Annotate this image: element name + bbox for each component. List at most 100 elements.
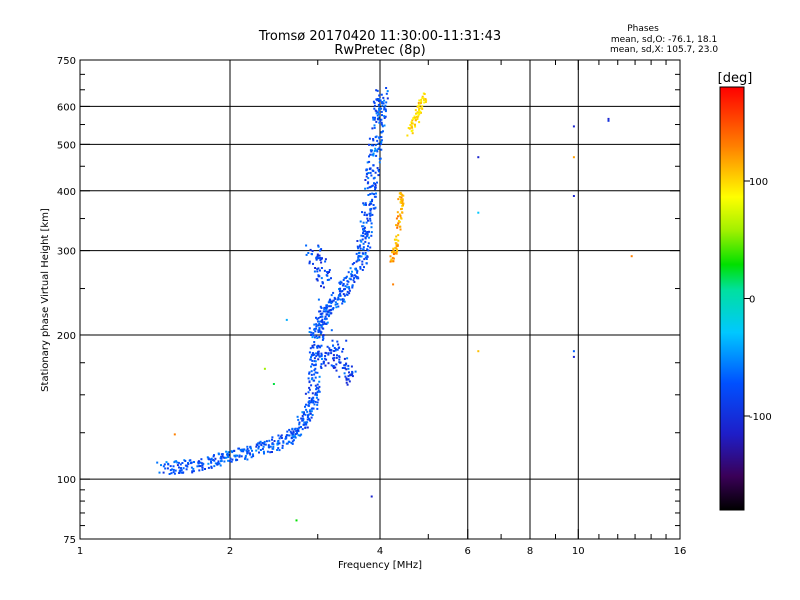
echo-point — [340, 290, 343, 293]
echo-point — [331, 339, 334, 342]
echo-point — [263, 440, 266, 443]
echo-point — [327, 362, 330, 365]
echo-point — [319, 316, 322, 318]
echo-point — [371, 149, 373, 152]
echo-point — [311, 397, 314, 400]
echo-point — [372, 139, 375, 142]
echo-point — [345, 368, 348, 371]
echo-point — [378, 121, 381, 124]
echo-point — [305, 422, 307, 425]
y-tick-label: 500 — [57, 140, 76, 151]
echo-point — [341, 350, 344, 353]
echo-point — [309, 248, 312, 251]
echo-point — [362, 252, 365, 255]
echo-point — [326, 272, 329, 275]
echo-point — [258, 451, 260, 454]
echo-point — [271, 438, 273, 441]
echo-point — [376, 99, 379, 102]
echo-point — [204, 468, 206, 470]
echo-point — [338, 355, 341, 358]
echo-point — [369, 212, 372, 215]
echo-point — [196, 465, 199, 468]
echo-point — [313, 343, 316, 346]
echo-point — [311, 359, 314, 362]
echo-point — [197, 462, 200, 465]
echo-point — [375, 120, 378, 123]
echo-point — [371, 198, 374, 201]
echo-point — [291, 442, 294, 445]
echo-point — [424, 101, 427, 103]
echo-point — [320, 285, 322, 288]
echo-point — [313, 373, 316, 376]
echo-point — [363, 226, 366, 229]
echo-point — [298, 423, 301, 426]
echo-point — [210, 461, 213, 464]
echo-point — [162, 465, 165, 468]
echo-point — [345, 377, 348, 380]
echo-point — [317, 298, 320, 301]
echo-point — [318, 375, 321, 378]
echo-point — [375, 112, 378, 115]
echo-point — [361, 238, 364, 241]
echo-point — [364, 236, 367, 239]
echo-point — [321, 315, 324, 318]
echo-point — [415, 112, 417, 115]
echo-point — [328, 309, 331, 312]
echo-point — [370, 495, 373, 498]
echo-point — [313, 270, 316, 273]
echo-point — [292, 430, 295, 433]
echo-point — [380, 131, 383, 134]
echo-point — [372, 152, 375, 155]
echo-point — [348, 292, 351, 295]
echo-point — [378, 146, 381, 149]
echo-point — [225, 450, 228, 453]
echo-point — [316, 268, 319, 271]
echo-point — [368, 186, 371, 189]
echo-point — [172, 471, 175, 474]
echo-point — [373, 182, 375, 185]
echo-point — [305, 244, 308, 247]
echo-point — [357, 277, 360, 280]
echo-point — [338, 375, 341, 378]
echo-point — [384, 115, 387, 118]
echo-point — [408, 127, 411, 130]
echo-point — [351, 270, 353, 273]
echo-point — [420, 98, 423, 101]
echo-point — [281, 444, 284, 447]
echo-point — [318, 390, 321, 393]
echo-point — [342, 300, 344, 303]
echo-point — [227, 451, 230, 454]
echo-point — [373, 193, 375, 196]
echo-point — [335, 306, 338, 309]
echo-point — [269, 451, 272, 454]
echo-point — [347, 367, 350, 370]
echo-point — [364, 240, 367, 243]
echo-point — [334, 349, 337, 352]
echo-point — [317, 329, 320, 332]
echo-point — [310, 334, 313, 336]
echo-point — [326, 345, 329, 348]
echo-point — [267, 444, 270, 447]
echo-point — [423, 98, 425, 101]
echo-point — [335, 348, 337, 351]
echo-point — [351, 370, 354, 373]
echo-point — [180, 467, 182, 470]
echo-point — [244, 457, 246, 460]
echo-point — [246, 445, 249, 448]
echo-point — [176, 464, 179, 467]
echo-point — [311, 363, 314, 366]
echo-point — [380, 93, 383, 96]
echo-point — [218, 462, 221, 465]
echo-point — [369, 246, 372, 249]
echo-point — [359, 255, 362, 258]
echo-point — [420, 102, 422, 105]
echo-point — [356, 277, 359, 280]
echo-point — [421, 105, 424, 108]
echo-point — [361, 269, 364, 271]
echo-point — [242, 450, 245, 453]
echo-point — [362, 229, 365, 231]
echo-point — [307, 404, 310, 407]
y-tick-label: 750 — [57, 56, 76, 67]
echo-point — [367, 172, 370, 174]
echo-point — [370, 144, 373, 147]
